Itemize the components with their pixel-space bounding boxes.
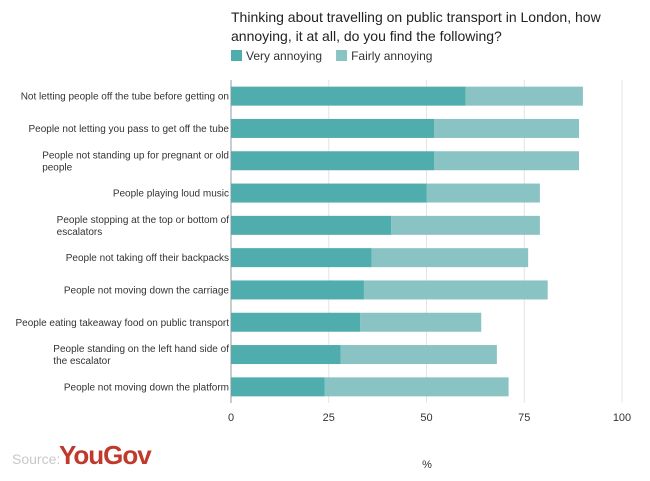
x-tick-label: 50: [420, 412, 432, 424]
bars: [231, 86, 583, 397]
category-label: People not standing up for pregnant or o…: [42, 150, 229, 161]
bar: [434, 151, 579, 171]
bar: [324, 377, 509, 397]
bar: [340, 345, 497, 365]
brand-logo: YouGov: [59, 440, 152, 470]
x-tick-label: 100: [613, 412, 631, 424]
bar: [391, 215, 540, 235]
chart-title-line: annoying, it at all, do you find the fol…: [231, 28, 502, 44]
bar: [371, 248, 529, 268]
bar: [434, 118, 579, 138]
category-labels: Not letting people off the tube before g…: [16, 92, 230, 394]
chart-title: Thinking about travelling on public tran…: [231, 9, 602, 44]
category-label: People stopping at the top or bottom of: [57, 215, 230, 226]
bar: [426, 183, 540, 203]
source-label: Source:: [12, 451, 60, 467]
category-label: People not moving down the platform: [64, 382, 229, 393]
source-attribution: Source: YouGov: [12, 440, 153, 470]
bar: [231, 345, 341, 365]
category-label: People playing loud music: [113, 189, 229, 200]
category-label: People not letting you pass to get off t…: [28, 124, 229, 135]
bar: [231, 183, 427, 203]
x-axis-ticks: 0 25 50 75 100: [228, 412, 631, 424]
bar: [231, 377, 325, 397]
bar: [231, 215, 392, 235]
category-label: People eating takeaway food on public tr…: [16, 318, 230, 329]
chart-title-line: Thinking about travelling on public tran…: [231, 9, 602, 25]
category-label: People not taking off their backpacks: [66, 253, 229, 264]
category-label: the escalator: [53, 356, 111, 367]
category-label: Not letting people off the tube before g…: [21, 92, 229, 103]
x-axis-unit-label: %: [422, 459, 432, 471]
x-tick-label: 0: [228, 412, 234, 424]
legend-swatch: [336, 50, 348, 61]
category-label: people: [42, 162, 72, 173]
x-tick-label: 75: [518, 412, 530, 424]
bar: [231, 86, 466, 106]
category-label: People not moving down the carriage: [64, 285, 230, 296]
legend-entry: Very annoying: [246, 49, 322, 63]
category-label: escalators: [57, 227, 103, 238]
bar: [231, 118, 435, 138]
category-label: People standing on the left hand side of: [53, 344, 229, 355]
bar: [231, 248, 372, 268]
bar: [231, 151, 435, 171]
bar: [231, 280, 364, 300]
x-tick-label: 25: [323, 412, 335, 424]
legend: Very annoying Fairly annoying: [231, 49, 432, 63]
bar: [360, 312, 482, 332]
bar: [465, 86, 583, 106]
legend-swatch: [231, 50, 242, 61]
bar: [231, 312, 361, 332]
bar: [363, 280, 548, 300]
legend-entry: Fairly annoying: [351, 49, 432, 63]
